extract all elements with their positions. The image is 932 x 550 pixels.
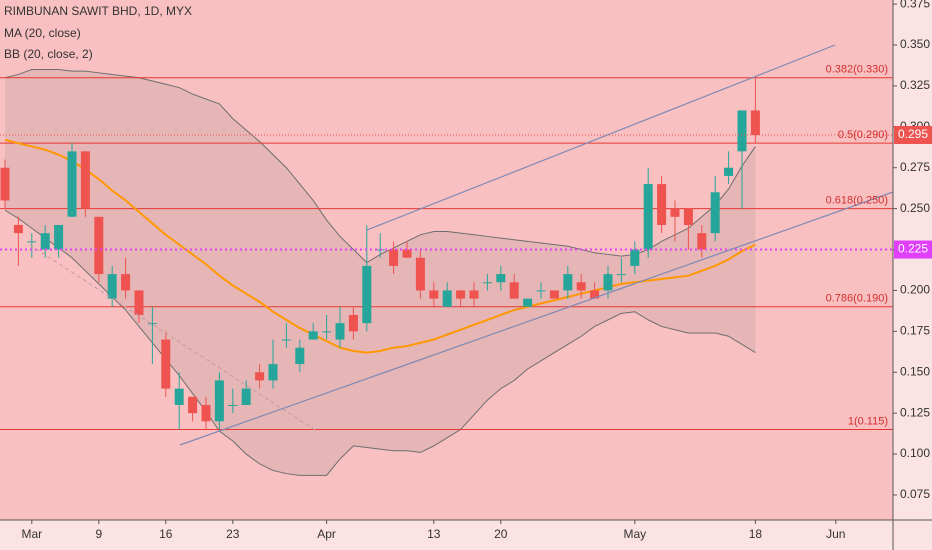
price-label: 0.225: [898, 242, 928, 256]
candle-body: [214, 380, 224, 422]
candle-body: [442, 290, 452, 307]
candle-body: [362, 265, 372, 324]
y-tick-label: 0.250: [900, 201, 930, 215]
candle-body: [724, 167, 734, 176]
trend-line: [366, 44, 836, 231]
candle-body: [576, 282, 586, 291]
candle-body: [188, 396, 198, 414]
x-tick-label: 13: [427, 527, 441, 541]
candle-body: [737, 110, 747, 152]
price-label: 0.295: [898, 127, 928, 141]
plot-background: [0, 0, 893, 520]
candle-body: [456, 290, 466, 299]
candle-body: [67, 151, 77, 217]
candle-body: [657, 184, 667, 225]
candle-body: [429, 290, 439, 299]
x-tick-label: Mar: [21, 527, 42, 541]
candle-body: [389, 249, 399, 266]
y-tick-label: 0.175: [900, 324, 930, 338]
candle-body: [107, 274, 117, 299]
candle-body: [201, 404, 211, 422]
candle-body: [563, 274, 573, 291]
candle-body: [697, 233, 707, 250]
y-tick-label: 0.275: [900, 160, 930, 174]
candle-body: [482, 282, 492, 284]
x-tick-label: 20: [494, 527, 508, 541]
candle-body: [54, 224, 64, 250]
candle-body: [308, 331, 318, 340]
candle-body: [40, 233, 50, 250]
candle-body: [161, 339, 171, 389]
candle-body: [509, 282, 519, 299]
candle-body: [228, 404, 238, 406]
bb-fill: [5, 69, 756, 476]
level-label: 1(0.115): [848, 415, 888, 427]
x-tick-label: 23: [226, 527, 240, 541]
candle-body: [0, 167, 10, 201]
y-tick-label: 0.325: [900, 78, 930, 92]
level-label: 0.5(0.290): [838, 129, 888, 141]
y-tick-label: 0.125: [900, 405, 930, 419]
price-label-box: [894, 240, 932, 259]
candle-body: [335, 323, 345, 340]
y-tick-label: 0.200: [900, 283, 930, 297]
candle-body: [402, 249, 412, 258]
legend-entry: BB (20, close, 2): [4, 47, 93, 61]
candle-body: [630, 249, 640, 266]
x-tick-label: May: [623, 527, 646, 541]
x-tick-label: Apr: [317, 527, 336, 541]
candle-body: [590, 290, 600, 299]
chart-title: RIMBUNAN SAWIT BHD, 1D, MYX: [4, 4, 192, 18]
candle-body: [670, 208, 680, 217]
candle-body: [616, 274, 626, 276]
candle-body: [536, 290, 546, 292]
x-tick-label: 18: [749, 527, 763, 541]
legend-entry: MA (20, close): [4, 26, 81, 40]
candle-body: [121, 274, 131, 291]
bb-lower: [4, 209, 756, 476]
candle-body: [496, 274, 506, 283]
candle-body: [469, 290, 479, 299]
candle-body: [80, 151, 90, 209]
candle-body: [322, 331, 332, 333]
y-tick-label: 0.350: [900, 37, 930, 51]
candle-body: [549, 290, 559, 299]
x-tick-label: Jun: [826, 527, 845, 541]
candle-body: [255, 372, 265, 381]
y-tick-label: 0.100: [900, 446, 930, 460]
candle-body: [147, 323, 157, 325]
x-tick-label: 16: [159, 527, 173, 541]
y-tick-label: 0.150: [900, 364, 930, 378]
candle-body: [134, 290, 144, 315]
candle-body: [523, 298, 533, 307]
candle-body: [683, 208, 693, 225]
candle-body: [643, 184, 653, 250]
y-tick-label: 0.075: [900, 487, 930, 501]
candle-body: [348, 314, 358, 332]
level-label: 0.618(0.250): [826, 195, 888, 207]
candle-body: [27, 241, 37, 243]
candle-body: [241, 388, 251, 405]
candle-body: [174, 388, 184, 405]
level-label: 0.382(0.330): [826, 64, 888, 76]
y-tick-label: 0.375: [900, 0, 930, 10]
candle-body: [281, 339, 291, 341]
candle-body: [415, 257, 425, 291]
candle-body: [13, 224, 23, 234]
candle-body: [603, 274, 613, 291]
trend-line: [179, 191, 894, 446]
x-tick-label: 9: [95, 527, 102, 541]
price-label-box: [894, 125, 932, 144]
trend-line: [29, 244, 316, 431]
candle-body: [295, 347, 305, 365]
candle-body: [710, 192, 720, 234]
candle-body: [750, 110, 760, 135]
level-label: 0.786(0.190): [826, 293, 888, 305]
candle-body: [268, 364, 278, 381]
ma-line: [4, 138, 756, 354]
candle-body: [94, 216, 104, 275]
